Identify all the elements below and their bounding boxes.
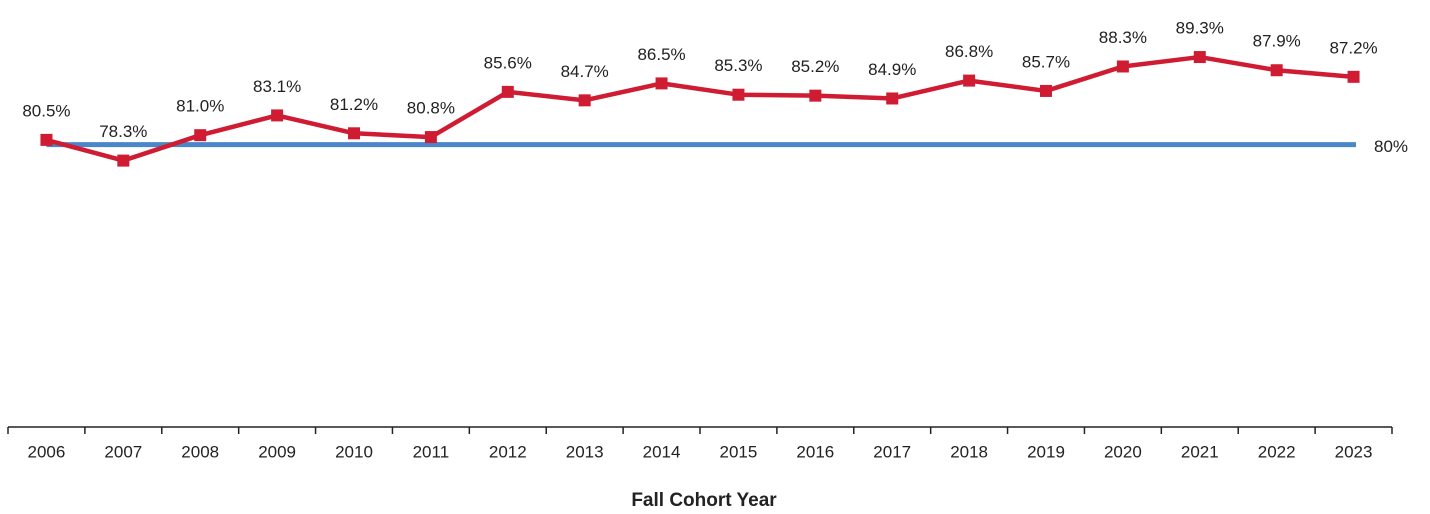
x-tick-label: 2023 (1335, 442, 1373, 461)
data-marker (271, 109, 284, 122)
data-marker (117, 154, 130, 167)
data-label: 85.2% (791, 57, 839, 76)
x-tick-label: 2014 (643, 442, 681, 461)
data-label: 87.9% (1253, 32, 1301, 51)
data-marker (963, 74, 976, 87)
x-tick-label: 2012 (489, 442, 527, 461)
data-marker (424, 131, 437, 144)
target-label: 80% (1374, 137, 1408, 156)
data-marker (886, 92, 899, 105)
data-label: 85.6% (484, 53, 532, 72)
data-marker (1116, 60, 1129, 73)
data-label: 89.3% (1176, 19, 1224, 38)
x-axis-title: Fall Cohort Year (631, 490, 777, 511)
data-marker (1347, 70, 1360, 83)
data-marker (1040, 84, 1052, 97)
data-marker (1270, 64, 1283, 77)
x-tick-label: 2009 (258, 442, 296, 461)
x-tick-label: 2018 (950, 442, 988, 461)
x-tick-label: 2015 (720, 442, 758, 461)
x-tick-label: 2022 (1258, 442, 1296, 461)
x-tick-label: 2006 (28, 442, 66, 461)
data-marker (40, 133, 53, 146)
x-tick-label: 2008 (181, 442, 219, 461)
x-tick-label: 2011 (413, 442, 450, 461)
data-label: 83.1% (253, 77, 301, 96)
x-tick-label: 2017 (873, 442, 911, 461)
data-marker (578, 94, 591, 107)
data-marker (655, 77, 668, 90)
data-label: 78.3% (99, 122, 147, 141)
data-label: 87.2% (1329, 38, 1377, 57)
data-marker (348, 127, 360, 140)
data-label: 86.8% (945, 42, 993, 61)
x-tick-label: 2021 (1181, 442, 1219, 461)
x-tick-label: 2019 (1027, 442, 1065, 461)
data-label: 84.7% (561, 62, 609, 81)
data-marker (809, 89, 822, 102)
data-label: 81.0% (176, 97, 224, 116)
x-tick-label: 2007 (104, 442, 142, 461)
x-tick-label: 2020 (1104, 442, 1142, 461)
x-tick-label: 2016 (796, 442, 834, 461)
x-tick-label: 2013 (566, 442, 604, 461)
data-marker (501, 85, 514, 98)
data-label: 88.3% (1099, 28, 1147, 47)
data-label: 85.7% (1022, 52, 1070, 71)
data-label: 80.5% (22, 101, 70, 120)
data-label: 86.5% (637, 45, 685, 64)
data-label: 80.8% (407, 99, 455, 118)
data-marker (1193, 51, 1206, 64)
data-marker (732, 88, 745, 101)
data-label: 84.9% (868, 60, 916, 79)
data-line (45, 54, 1354, 163)
x-tick-label: 2010 (335, 442, 373, 461)
data-marker (194, 129, 207, 142)
data-label: 85.3% (714, 56, 762, 75)
data-label: 81.2% (330, 95, 378, 114)
